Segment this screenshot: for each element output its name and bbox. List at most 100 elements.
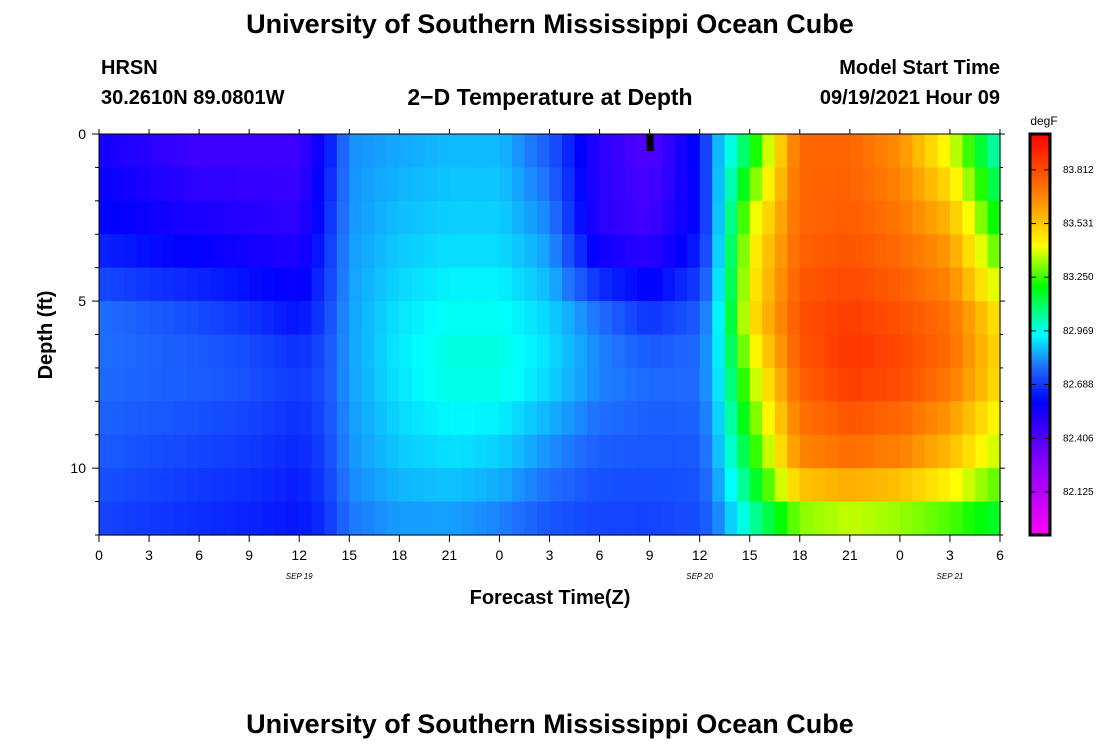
heatmap-cell xyxy=(962,334,976,369)
heatmap-cell xyxy=(774,334,788,369)
heatmap-cell xyxy=(436,401,450,436)
chart-subtitle: 2−D Temperature at Depth xyxy=(407,84,693,110)
heatmap-cell xyxy=(837,134,851,169)
heatmap-cell xyxy=(749,234,763,269)
heatmap-cell xyxy=(236,200,250,235)
heatmap-cell xyxy=(124,367,138,402)
heatmap-cell xyxy=(261,200,275,235)
heatmap-cell xyxy=(511,367,526,402)
x-tick-label: 21 xyxy=(442,547,458,563)
heatmap-cell xyxy=(536,167,551,202)
heatmap-cell xyxy=(949,301,964,336)
heatmap-cell xyxy=(486,434,501,469)
heatmap-cell xyxy=(311,134,325,169)
heatmap-cell xyxy=(374,401,388,436)
x-tick-label: 6 xyxy=(596,547,604,563)
heatmap-cell xyxy=(937,134,951,169)
heatmap-cell xyxy=(349,334,363,369)
heatmap-cell xyxy=(324,267,338,302)
heatmap-cell xyxy=(799,334,813,369)
heatmap-cell xyxy=(399,134,413,169)
heatmap-cell xyxy=(249,367,263,402)
heatmap-cell xyxy=(174,167,188,202)
heatmap-cell xyxy=(486,134,501,169)
heatmap-cell xyxy=(249,200,263,235)
heatmap-cell xyxy=(599,134,613,169)
heatmap-cell xyxy=(299,200,313,235)
heatmap-cell xyxy=(324,468,338,503)
x-tick-label: 0 xyxy=(95,547,103,563)
heatmap-cell xyxy=(662,301,676,336)
heatmap-cell xyxy=(124,134,138,169)
heatmap-cell xyxy=(662,468,676,503)
heatmap-cell xyxy=(799,301,813,336)
heatmap-cell xyxy=(211,468,225,503)
heatmap-cell xyxy=(174,301,188,336)
heatmap-cell xyxy=(224,367,238,402)
heatmap-cell xyxy=(962,167,976,202)
heatmap-cell xyxy=(286,367,300,402)
heatmap-cell xyxy=(199,267,213,302)
heatmap-cell xyxy=(674,434,688,469)
heatmap-cell xyxy=(874,334,888,369)
heatmap-cell xyxy=(712,200,726,235)
heatmap-cell xyxy=(211,401,225,436)
heatmap-cell xyxy=(174,367,188,402)
heatmap-cell xyxy=(587,301,601,336)
heatmap-cell xyxy=(987,334,1001,369)
heatmap-cell xyxy=(737,200,751,235)
heatmap-cell xyxy=(724,301,738,336)
heatmap-cell xyxy=(149,334,163,369)
heatmap-cell xyxy=(624,234,638,269)
heatmap-cell xyxy=(399,468,413,503)
heatmap-cell xyxy=(149,401,163,436)
heatmap-cell xyxy=(461,234,476,269)
heatmap-cell xyxy=(186,434,200,469)
heatmap-cell xyxy=(949,501,964,536)
heatmap-cell xyxy=(974,167,989,202)
heatmap-cell xyxy=(574,334,588,369)
heatmap-cell xyxy=(149,234,163,269)
heatmap-cell xyxy=(499,267,513,302)
heatmap-cell xyxy=(261,334,275,369)
heatmap-cell xyxy=(124,334,138,369)
heatmap-cell xyxy=(474,234,488,269)
heatmap-cell xyxy=(587,367,601,402)
heatmap-cell xyxy=(261,501,275,536)
heatmap-cell xyxy=(874,167,888,202)
heatmap-cell xyxy=(649,401,663,436)
heatmap-cell xyxy=(186,367,200,402)
heatmap-cell xyxy=(186,200,200,235)
heatmap-cell xyxy=(562,134,576,169)
heatmap-cell xyxy=(186,234,200,269)
heatmap-cell xyxy=(837,301,851,336)
heatmap-cell xyxy=(411,301,425,336)
heatmap-cell xyxy=(149,501,163,536)
heatmap-cell xyxy=(511,434,526,469)
heatmap-cell xyxy=(324,167,338,202)
heatmap-cell xyxy=(486,167,501,202)
heatmap-cell xyxy=(637,167,651,202)
heatmap-cell xyxy=(862,234,876,269)
heatmap-cell xyxy=(524,434,538,469)
heatmap-cell xyxy=(612,134,626,169)
heatmap-cell xyxy=(624,434,638,469)
heatmap-cell xyxy=(687,468,701,503)
heatmap-cell xyxy=(687,334,701,369)
heatmap-cell xyxy=(987,501,1001,536)
heatmap-cell xyxy=(186,401,200,436)
heatmap-cell xyxy=(524,501,538,536)
heatmap-cell xyxy=(962,267,976,302)
y-tick-label: 10 xyxy=(70,460,86,476)
heatmap-cell xyxy=(374,468,388,503)
heatmap-cell xyxy=(136,267,150,302)
heatmap-cell xyxy=(474,434,488,469)
heatmap-cell xyxy=(399,501,413,536)
heatmap-cell xyxy=(587,334,601,369)
heatmap-cell xyxy=(549,200,563,235)
heatmap-cell xyxy=(236,401,250,436)
heatmap-cell xyxy=(962,134,976,169)
heatmap-cell xyxy=(149,267,163,302)
heatmap-cell xyxy=(161,468,175,503)
heatmap-cell xyxy=(349,200,363,235)
